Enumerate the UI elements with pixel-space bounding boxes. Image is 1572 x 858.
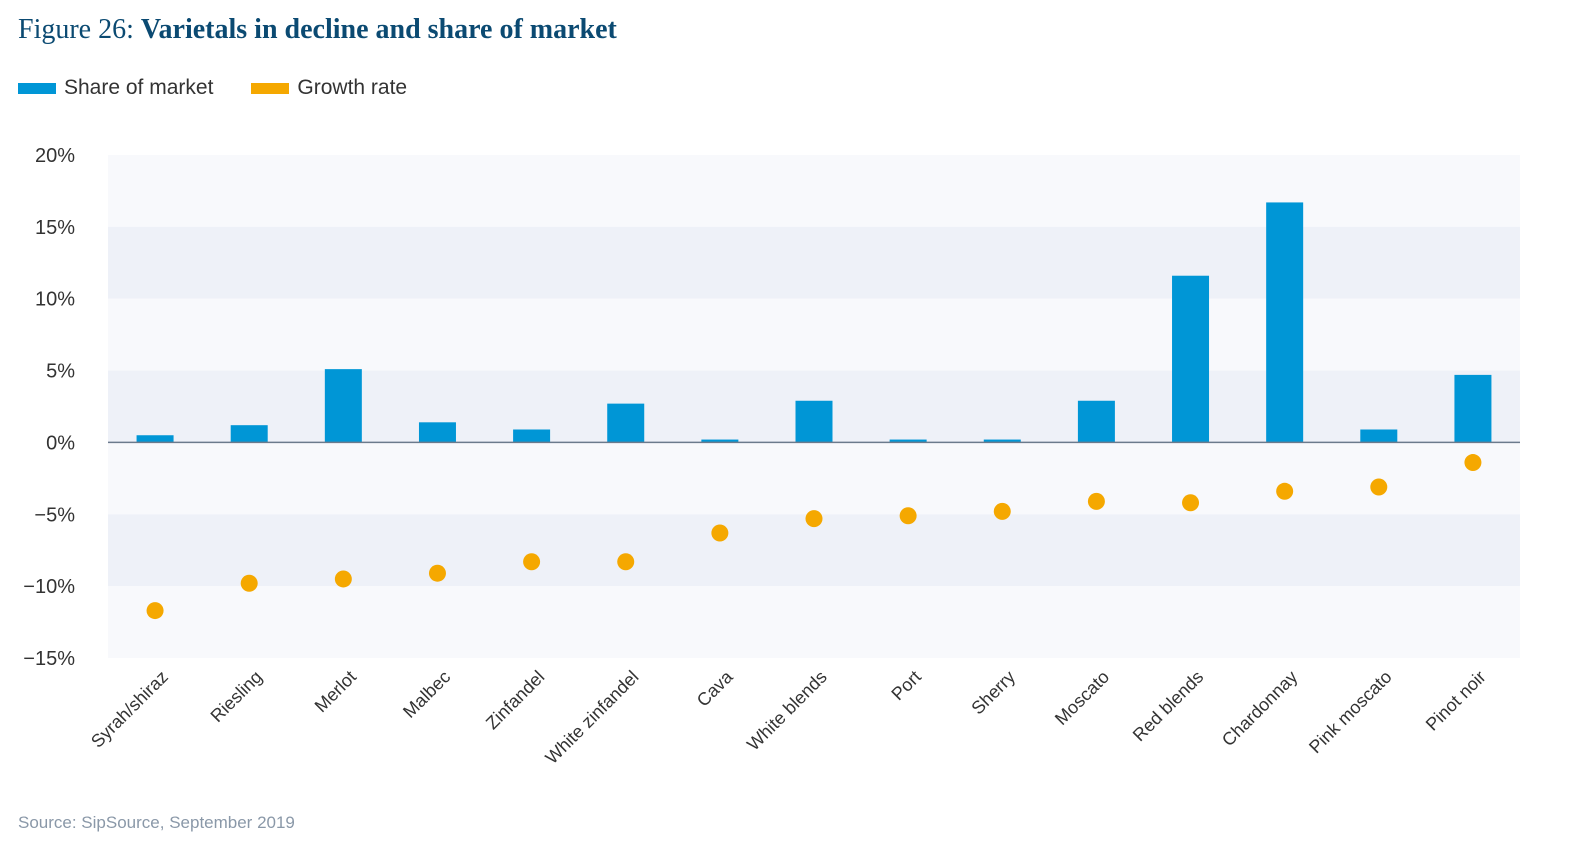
x-category-label: Cava bbox=[693, 666, 738, 711]
y-tick-label: −5% bbox=[34, 504, 75, 526]
point-growth-12 bbox=[1276, 482, 1294, 500]
x-category-label: Pink moscato bbox=[1305, 667, 1396, 758]
bar-share-5 bbox=[607, 403, 645, 443]
y-tick-label: 0% bbox=[46, 432, 75, 454]
legend-label-share: Share of market bbox=[64, 76, 214, 99]
bar-share-12 bbox=[1266, 202, 1304, 443]
point-growth-13 bbox=[1370, 478, 1388, 496]
bar-share-1 bbox=[230, 425, 268, 443]
legend: Share of market Growth rate bbox=[18, 76, 445, 100]
point-growth-4 bbox=[523, 553, 541, 571]
point-growth-9 bbox=[993, 502, 1011, 520]
point-growth-11 bbox=[1182, 494, 1200, 512]
grid-band bbox=[108, 298, 1520, 371]
point-growth-5 bbox=[617, 553, 635, 571]
legend-item-growth: Growth rate bbox=[251, 76, 407, 100]
x-category-label: Sherry bbox=[967, 667, 1019, 719]
x-category-label: Merlot bbox=[311, 667, 361, 717]
figure-number: Figure 26: bbox=[18, 14, 141, 45]
point-growth-14 bbox=[1464, 454, 1482, 472]
grid-band bbox=[108, 586, 1520, 658]
bar-share-4 bbox=[513, 429, 551, 443]
x-category-label: Riesling bbox=[207, 667, 266, 726]
source-note: Source: SipSource, September 2019 bbox=[18, 813, 295, 832]
bar-share-8 bbox=[889, 439, 927, 443]
bar-share-13 bbox=[1360, 429, 1398, 443]
bar-share-7 bbox=[795, 400, 833, 443]
x-category-label: White blends bbox=[743, 667, 831, 755]
x-category-label: White zinfandel bbox=[541, 667, 642, 768]
y-tick-label: 5% bbox=[46, 361, 75, 383]
legend-item-share: Share of market bbox=[18, 76, 213, 100]
y-tick-label: −15% bbox=[23, 648, 75, 670]
x-category-label: Moscato bbox=[1051, 667, 1113, 729]
x-category-label: Port bbox=[887, 667, 924, 704]
x-category-label: Chardonnay bbox=[1218, 667, 1301, 750]
bar-share-2 bbox=[324, 369, 362, 443]
x-category-label: Zinfandel bbox=[482, 667, 549, 734]
point-growth-2 bbox=[334, 570, 352, 588]
point-growth-10 bbox=[1087, 492, 1105, 510]
bar-share-3 bbox=[418, 422, 456, 443]
legend-label-growth: Growth rate bbox=[297, 76, 408, 99]
x-category-label: Red blends bbox=[1129, 667, 1208, 746]
y-tick-label: 20% bbox=[35, 145, 75, 167]
chart-title: Figure 26: Varietals in decline and shar… bbox=[18, 14, 617, 46]
figure-title: Varietals in decline and share of market bbox=[140, 14, 617, 45]
x-category-label: Syrah/shiraz bbox=[87, 667, 172, 752]
bar-share-10 bbox=[1077, 400, 1115, 443]
grid-band bbox=[108, 442, 1520, 515]
bar-share-9 bbox=[983, 439, 1021, 443]
grid-band bbox=[108, 155, 1520, 227]
point-growth-0 bbox=[146, 602, 164, 620]
bar-share-6 bbox=[701, 439, 739, 443]
point-growth-1 bbox=[240, 574, 258, 592]
bar-share-14 bbox=[1454, 374, 1492, 443]
point-growth-8 bbox=[899, 507, 917, 525]
grid-band bbox=[108, 226, 1520, 299]
point-growth-6 bbox=[711, 524, 729, 542]
x-category-label: Malbec bbox=[399, 667, 454, 722]
y-tick-label: −10% bbox=[23, 576, 75, 598]
y-tick-label: 10% bbox=[35, 289, 75, 311]
bar-share-0 bbox=[136, 435, 174, 443]
legend-swatch-growth bbox=[251, 82, 290, 94]
x-category-label: Pinot noir bbox=[1422, 667, 1490, 735]
point-growth-3 bbox=[428, 564, 446, 582]
point-growth-7 bbox=[805, 510, 823, 528]
bar-share-11 bbox=[1172, 275, 1210, 443]
legend-swatch-share bbox=[18, 82, 56, 94]
y-tick-label: 15% bbox=[35, 217, 75, 239]
